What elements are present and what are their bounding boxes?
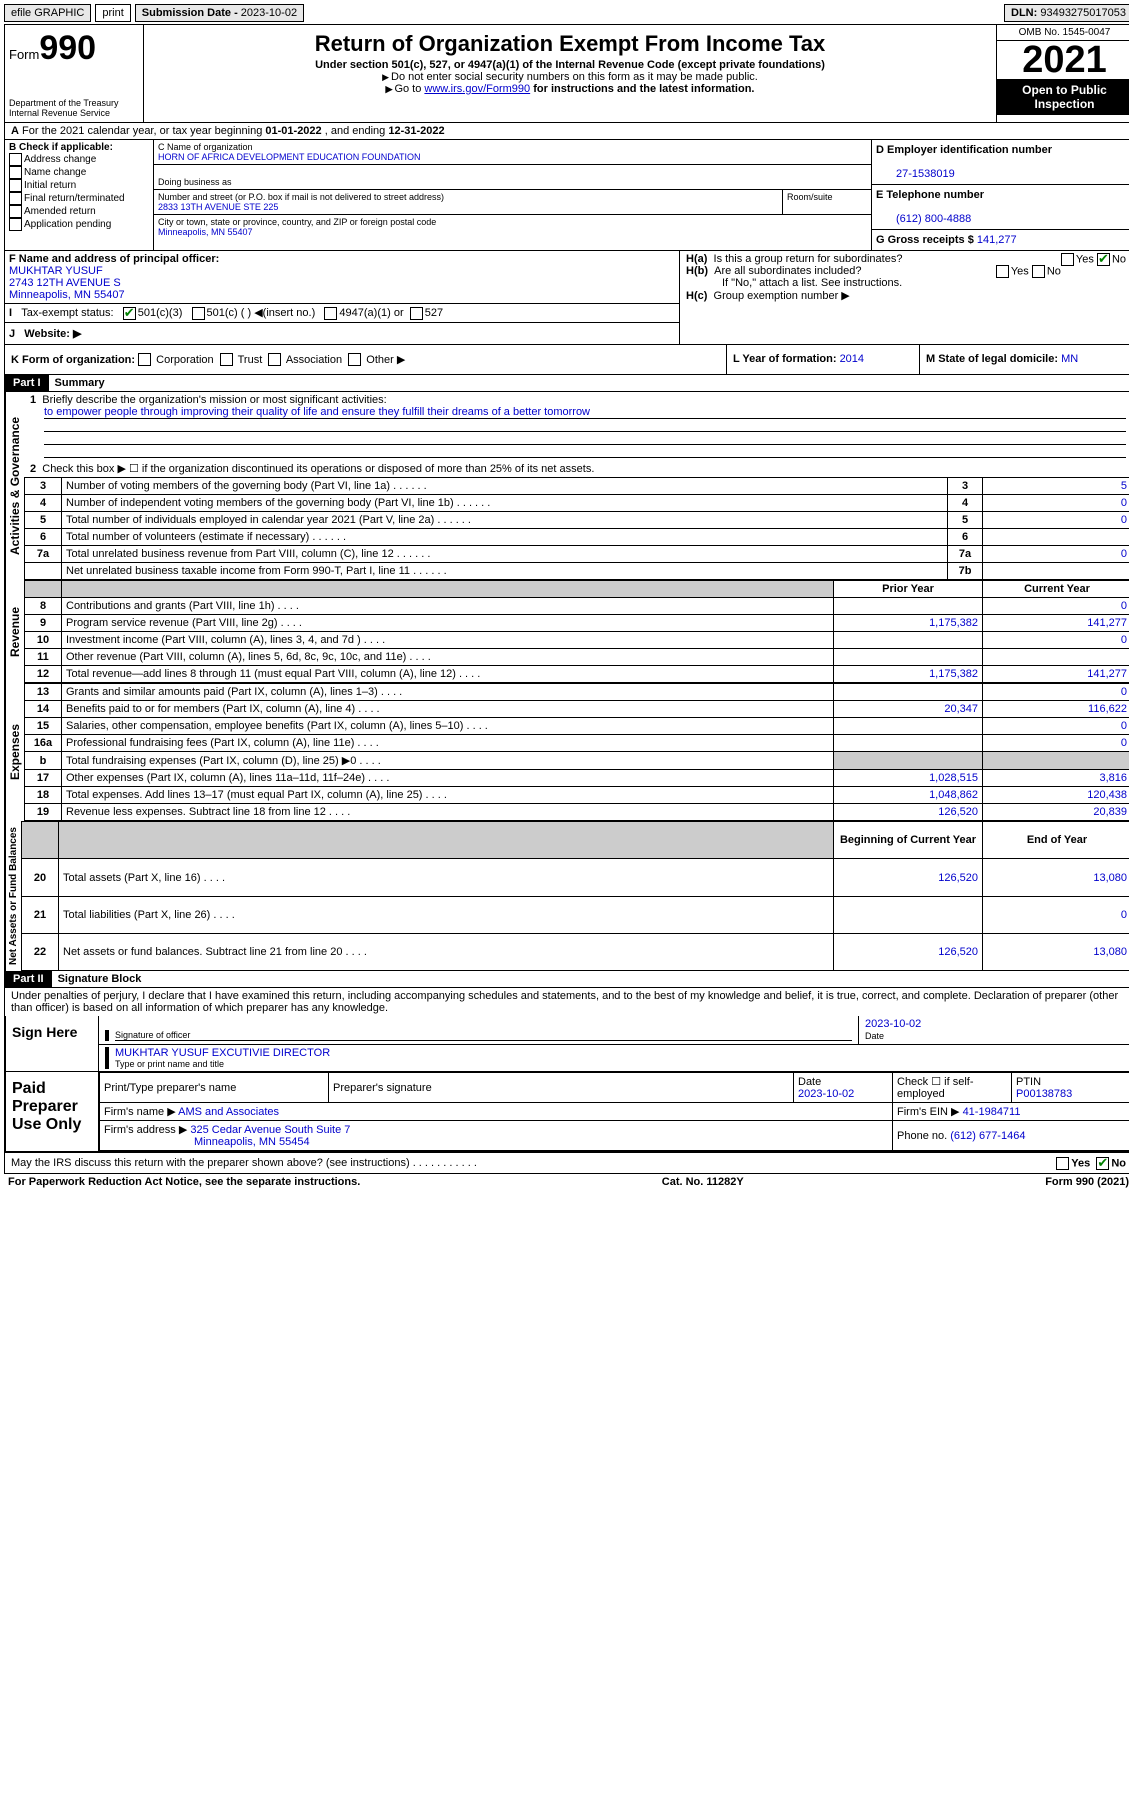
firm-addr: Firm's address ▶ 325 Cedar Avenue South … [100,1121,893,1151]
subtitle-1: Under section 501(c), 527, or 4947(a)(1)… [148,59,992,71]
checkbox-item[interactable]: Initial return [9,179,149,192]
topbar: efile GRAPHIC print Submission Date - 20… [4,4,1129,22]
submission-date: Submission Date - 2023-10-02 [135,4,304,22]
inspection-badge: Open to Public Inspection [997,79,1129,115]
irs-link[interactable]: www.irs.gov/Form990 [424,83,530,95]
prep-sig-h: Preparer's signature [329,1073,794,1103]
section-i: I Tax-exempt status: 501(c)(3) 501(c) ( … [5,304,679,323]
sig-officer-label: Signature of officer [115,1030,852,1041]
section-h: H(a) Is this a group return for subordin… [680,251,1129,344]
sign-here: Sign Here [6,1016,99,1071]
prep-date: Date2023-10-02 [794,1073,893,1103]
checkbox-item[interactable]: Amended return [9,205,149,218]
firm-ein: Firm's EIN ▶ 41-1984711 [893,1103,1129,1121]
firm-name: Firm's name ▶ AMS and Associates [100,1103,893,1121]
part2-header: Part IISignature Block [5,971,1129,987]
section-m: M State of legal domicile: MN [920,345,1129,375]
subtitle-2: Do not enter social security numbers on … [148,71,992,83]
form-title: Return of Organization Exempt From Incom… [148,31,992,57]
prep-ptin: PTINP00138783 [1012,1073,1129,1103]
section-g: G Gross receipts $ 141,277 [872,229,1129,250]
section-a: A For the 2021 calendar year, or tax yea… [5,123,1129,140]
prep-selfemp: Check ☐ if self-employed [893,1073,1012,1103]
footer: For Paperwork Reduction Act Notice, see … [4,1174,1129,1190]
subtitle-3: Go to www.irs.gov/Form990 for instructio… [148,83,992,95]
section-d: D Employer identification number 27-1538… [872,140,1129,184]
declaration: Under penalties of perjury, I declare th… [5,987,1129,1016]
vlabel-netassets: Net Assets or Fund Balances [5,821,21,971]
may-discuss: May the IRS discuss this return with the… [5,1152,1129,1173]
checkbox-item[interactable]: Address change [9,153,149,166]
section-e: E Telephone number (612) 800-4888 [872,184,1129,229]
checkbox-item[interactable]: Application pending [9,218,149,231]
section-c: C Name of organization HORN OF AFRICA DE… [154,140,871,165]
form-990: Form990 Department of the Treasury Inter… [4,24,1129,1174]
tax-year: 2021 [997,41,1129,79]
print-btn[interactable]: print [95,4,130,22]
vlabel-revenue: Revenue [5,580,24,683]
section-f: F Name and address of principal officer:… [5,251,679,304]
section-b: B Check if applicable: Address changeNam… [5,140,154,250]
dln: DLN: 93493275017053 [1004,4,1129,22]
form-number: Form990 [9,29,139,68]
firm-phone: Phone no. (612) 677-1464 [893,1121,1129,1151]
dba: Doing business as [154,165,871,190]
efile-label: efile GRAPHIC [4,4,91,22]
vlabel-governance: Activities & Governance [5,392,24,580]
checkbox-item[interactable]: Final return/terminated [9,192,149,205]
city: City or town, state or province, country… [154,215,871,239]
line1: 1 Briefly describe the organization's mi… [24,392,1129,460]
room-suite: Room/suite [782,190,871,215]
sig-date-label: Date [865,1031,884,1041]
sig-date-val: 2023-10-02 [865,1018,921,1030]
line2: 2 Check this box ▶ ☐ if the organization… [24,460,1129,477]
part1-header: Part ISummary [5,375,1129,391]
sig-typename: Type or print name and title [115,1059,1125,1069]
street: Number and street (or P.O. box if mail i… [154,190,782,215]
paid-preparer: Paid Preparer Use Only [6,1072,99,1151]
sig-name: MUKHTAR YUSUF EXCUTIVIE DIRECTOR [115,1047,1125,1059]
section-k: K Form of organization: Corporation Trus… [5,345,727,375]
prep-name-h: Print/Type preparer's name [100,1073,329,1103]
dept-treasury: Department of the Treasury Internal Reve… [9,98,139,118]
checkbox-item[interactable]: Name change [9,166,149,179]
section-j: J Website: ▶ [5,323,679,344]
vlabel-expenses: Expenses [5,683,24,821]
section-l: L Year of formation: 2014 [727,345,920,375]
